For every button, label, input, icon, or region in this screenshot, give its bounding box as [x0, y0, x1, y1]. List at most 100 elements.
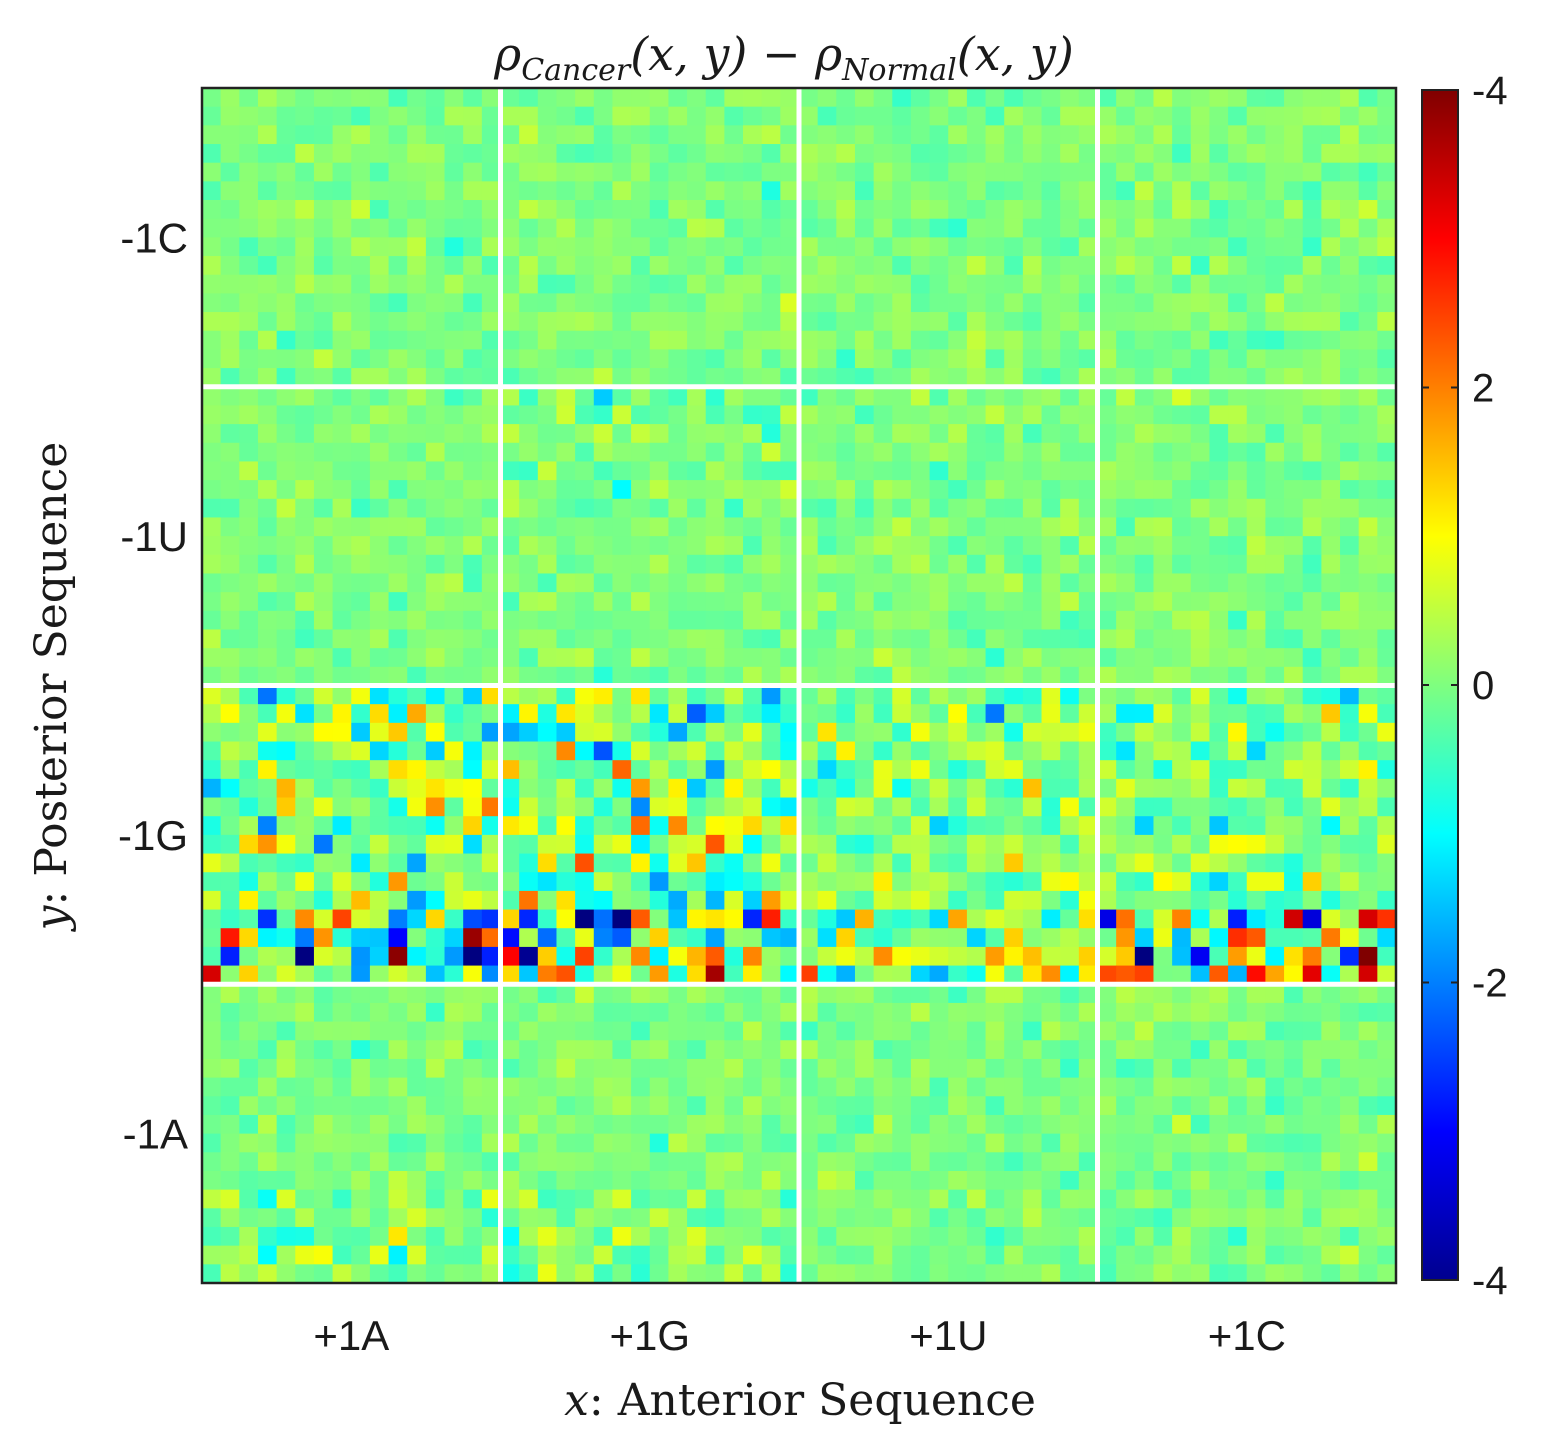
heatmap-cell: [425, 125, 445, 145]
heatmap-cell: [966, 256, 986, 276]
heatmap-cell: [239, 330, 259, 350]
heatmap-cell: [1116, 106, 1136, 126]
heatmap-cell: [1004, 704, 1024, 724]
heatmap-cell: [705, 1114, 725, 1135]
heatmap-cell: [332, 144, 352, 164]
heatmap-cell: [313, 181, 333, 201]
heatmap-cell: [873, 928, 893, 948]
heatmap-cell: [313, 386, 333, 406]
heatmap-cell: [873, 909, 893, 929]
heatmap-cell: [257, 610, 278, 630]
heatmap-cell: [313, 760, 333, 780]
heatmap-cell: [519, 610, 539, 630]
heatmap-cell: [910, 386, 930, 406]
heatmap-cell: [1340, 349, 1360, 369]
heatmap-cell: [836, 536, 856, 556]
heatmap-cell: [1340, 274, 1360, 294]
heatmap-cell: [1153, 536, 1173, 556]
heatmap-cell: [1097, 984, 1117, 1004]
heatmap-cell: [295, 592, 315, 612]
heatmap-cell: [892, 592, 912, 612]
heatmap-cell: [481, 200, 501, 220]
heatmap-cell: [481, 125, 501, 145]
heatmap-cell: [351, 946, 371, 966]
heatmap-cell: [1097, 200, 1117, 220]
heatmap-cell: [537, 1077, 557, 1097]
heatmap-cell: [1041, 368, 1061, 388]
heatmap-cell: [519, 368, 539, 388]
heatmap-cell: [1321, 984, 1341, 1004]
heatmap-cell: [1172, 461, 1192, 481]
heatmap-cell: [1321, 256, 1341, 276]
heatmap-cell: [892, 1264, 912, 1284]
heatmap-cell: [351, 256, 371, 276]
heatmap-cell: [1134, 965, 1154, 985]
heatmap-cell: [948, 88, 968, 108]
heatmap-cell: [276, 722, 296, 742]
heatmap-cell: [1004, 125, 1024, 145]
heatmap-cell: [1284, 685, 1304, 705]
heatmap-cell: [1134, 1170, 1154, 1191]
heatmap-cell: [1134, 1114, 1154, 1135]
heatmap-cell: [649, 797, 669, 817]
heatmap-cell: [854, 797, 875, 817]
heatmap-cell: [929, 797, 949, 817]
heatmap-cell: [556, 946, 576, 966]
heatmap-cell: [575, 965, 595, 985]
heatmap-cell: [1060, 965, 1080, 985]
heatmap-cell: [500, 872, 520, 892]
heatmap-cell: [1302, 1189, 1322, 1209]
heatmap-cell: [1284, 704, 1304, 724]
heatmap-cell: [724, 704, 744, 724]
heatmap-cell: [257, 1226, 278, 1247]
heatmap-cell: [351, 330, 371, 350]
heatmap-cell: [1153, 1264, 1173, 1284]
heatmap-cell: [1228, 1002, 1248, 1022]
heatmap-cell: [1265, 853, 1285, 873]
heatmap-cell: [463, 1226, 483, 1247]
heatmap-cell: [929, 144, 949, 164]
heatmap-cell: [910, 1226, 930, 1247]
heatmap-cell: [780, 125, 800, 145]
heatmap-cell: [631, 218, 651, 238]
heatmap-cell: [1246, 330, 1266, 350]
heatmap-cell: [724, 274, 744, 294]
heatmap-cell: [1022, 1170, 1042, 1191]
heatmap-cell: [929, 200, 949, 220]
heatmap-cell: [1022, 498, 1042, 518]
heatmap-cell: [910, 928, 930, 948]
heatmap-cell: [257, 125, 278, 145]
heatmap-cell: [1004, 536, 1024, 556]
heatmap-cell: [369, 218, 389, 238]
heatmap-cell: [276, 704, 296, 724]
heatmap-cell: [575, 1245, 595, 1265]
heatmap-cell: [1228, 853, 1248, 873]
heatmap-cell: [351, 1096, 371, 1116]
heatmap-cell: [1302, 685, 1322, 705]
heatmap-cell: [220, 909, 240, 929]
heatmap-cell: [332, 1170, 352, 1191]
heatmap-cell: [724, 330, 744, 350]
heatmap-cell: [313, 480, 333, 500]
heatmap-cell: [1228, 405, 1248, 425]
heatmap-cell: [257, 349, 278, 369]
heatmap-cell: [873, 293, 893, 313]
heatmap-cell: [985, 312, 1005, 332]
heatmap-cell: [910, 1096, 930, 1116]
heatmap-cell: [1041, 872, 1061, 892]
heatmap-cell: [836, 125, 856, 145]
heatmap-cell: [910, 218, 930, 238]
heatmap-cell: [1153, 629, 1173, 649]
heatmap-cell: [1153, 1245, 1173, 1265]
heatmap-cell: [1172, 704, 1192, 724]
heatmap-cell: [407, 1096, 427, 1116]
heatmap-cell: [836, 237, 856, 257]
heatmap-cell: [444, 480, 464, 500]
heatmap-cell: [1321, 162, 1341, 182]
heatmap-cell: [295, 536, 315, 556]
heatmap-cell: [724, 666, 744, 686]
heatmap-cell: [743, 1096, 763, 1116]
heatmap-cell: [1358, 330, 1378, 350]
heatmap-cell: [313, 816, 333, 836]
heatmap-cell: [1097, 778, 1117, 798]
